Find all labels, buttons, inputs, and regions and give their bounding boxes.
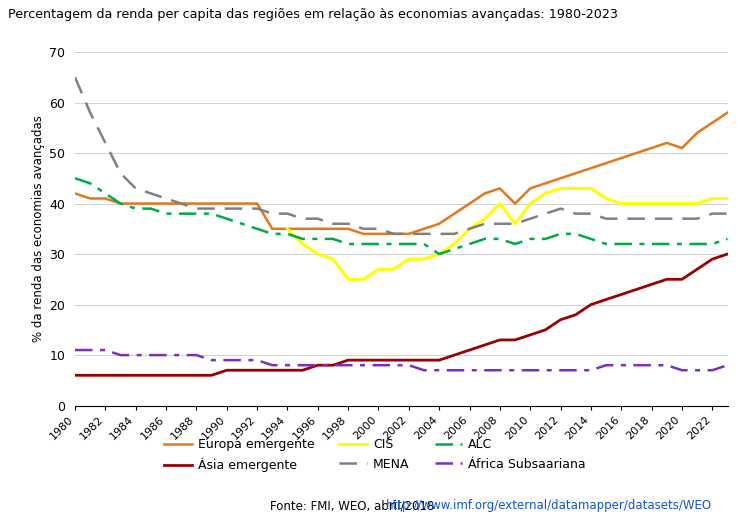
Legend: Europa emergente, Ásia emergente, CIS, MENA, ALC, África Subsaariana: Europa emergente, Ásia emergente, CIS, M…: [164, 438, 586, 472]
Y-axis label: % da renda das economias avançadas: % da renda das economias avançadas: [32, 115, 45, 342]
Text: Fonte: FMI, WEO, abril/2018: Fonte: FMI, WEO, abril/2018: [270, 499, 438, 512]
Text: Percentagem da renda per capita das regiões em relação às economias avançadas: 1: Percentagem da renda per capita das regi…: [8, 8, 617, 21]
Text: http://www.imf.org/external/datamapper/datasets/WEO: http://www.imf.org/external/datamapper/d…: [386, 499, 712, 512]
